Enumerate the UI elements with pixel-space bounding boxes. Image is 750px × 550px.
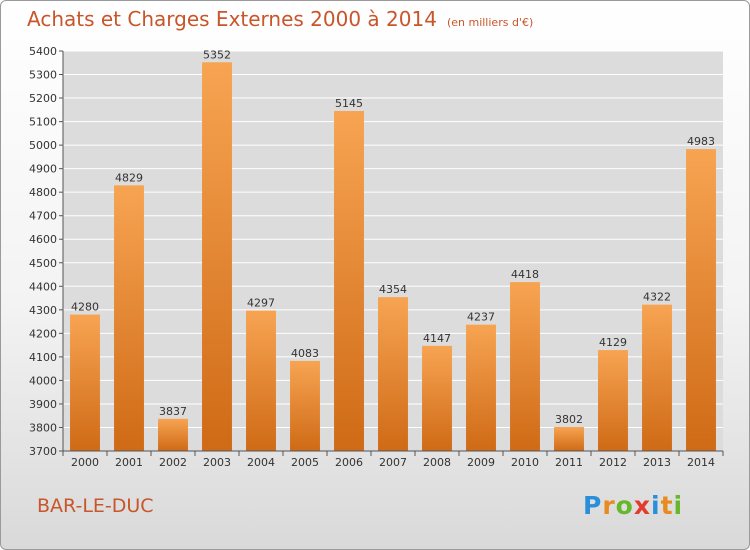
x-tick-label: 2007 xyxy=(379,456,407,469)
y-tick-label: 5000 xyxy=(29,139,57,152)
x-tick-label: 2014 xyxy=(687,456,715,469)
y-tick-label: 4600 xyxy=(29,233,57,246)
bar-2011 xyxy=(554,427,584,451)
x-tick-label: 2010 xyxy=(511,456,539,469)
data-label: 4083 xyxy=(291,347,319,360)
data-label: 4418 xyxy=(511,268,539,281)
bar-2003 xyxy=(202,62,232,451)
y-tick-label: 3800 xyxy=(29,421,57,434)
bar-2005 xyxy=(290,360,320,451)
bars: 4280 4829 3837 5352 4297 4083 5145 4354 4147 4237… xyxy=(70,48,716,451)
bar-2009 xyxy=(466,324,496,451)
town-name: BAR-LE-DUC xyxy=(37,495,154,517)
y-tick-label: 4100 xyxy=(29,351,57,364)
x-tick-label: 2012 xyxy=(599,456,627,469)
bar-2010 xyxy=(510,282,540,451)
data-label: 4280 xyxy=(71,301,99,314)
bar-2001 xyxy=(114,185,144,451)
x-tick-label: 2003 xyxy=(203,456,231,469)
bar-2012 xyxy=(598,350,628,451)
data-label: 5145 xyxy=(335,97,363,110)
x-tick-label: 2002 xyxy=(159,456,187,469)
bar-2014 xyxy=(686,149,716,451)
proxiti-logo[interactable]: Proxiti xyxy=(583,491,683,520)
data-label: 4129 xyxy=(599,336,627,349)
data-label: 4983 xyxy=(687,135,715,148)
data-label: 4237 xyxy=(467,311,495,324)
x-tick-label: 2008 xyxy=(423,456,451,469)
y-tick-label: 5300 xyxy=(29,69,57,82)
x-tick-label: 2006 xyxy=(335,456,363,469)
y-tick-label: 5200 xyxy=(29,92,57,105)
bar-2006 xyxy=(334,111,364,451)
bar-2013 xyxy=(642,304,672,451)
data-label: 4147 xyxy=(423,332,451,345)
data-label: 3837 xyxy=(159,405,187,418)
bar-2008 xyxy=(422,345,452,451)
data-label: 4297 xyxy=(247,297,275,310)
logo-letter: r xyxy=(602,491,616,520)
data-label: 4829 xyxy=(115,171,143,184)
x-tick-label: 2001 xyxy=(115,456,143,469)
y-axis: 3700 3800 3900 4000 4100 4200 4300 4400 4500 4600… xyxy=(29,45,64,458)
chart-subtitle: (en milliers d'€) xyxy=(446,16,534,29)
logo-letter: x xyxy=(633,491,651,520)
x-axis: 2000 2001 2002 2003 2004 2005 2006 2007 2008 2009… xyxy=(62,450,724,469)
y-tick-label: 4400 xyxy=(29,280,57,293)
logo-letter: i xyxy=(651,491,661,520)
y-tick-label: 5400 xyxy=(29,45,57,58)
x-tick-label: 2009 xyxy=(467,456,495,469)
data-label: 3802 xyxy=(555,413,583,426)
data-label: 4354 xyxy=(379,283,407,296)
bar-2007 xyxy=(378,297,408,451)
x-tick-label: 2005 xyxy=(291,456,319,469)
data-label: 5352 xyxy=(203,48,231,61)
x-tick-label: 2000 xyxy=(71,456,99,469)
x-tick-label: 2011 xyxy=(555,456,583,469)
y-tick-label: 4700 xyxy=(29,210,57,223)
y-tick-label: 4200 xyxy=(29,327,57,340)
logo-letter: o xyxy=(615,491,634,520)
x-tick-label: 2013 xyxy=(643,456,671,469)
data-label: 4322 xyxy=(643,291,671,304)
y-tick-label: 3900 xyxy=(29,398,57,411)
y-tick-label: 4500 xyxy=(29,257,57,270)
y-tick-label: 4300 xyxy=(29,304,57,317)
bar-2004 xyxy=(246,310,276,451)
y-tick-label: 4900 xyxy=(29,163,57,176)
chart-title: Achats et Charges Externes 2000 à 2014 (e… xyxy=(27,7,534,31)
bar-2000 xyxy=(70,314,100,451)
logo-letter: t xyxy=(660,491,674,520)
y-tick-label: 4000 xyxy=(29,374,57,387)
y-tick-label: 5100 xyxy=(29,116,57,129)
y-tick-label: 3700 xyxy=(29,445,57,458)
logo-letter: P xyxy=(583,491,603,520)
x-tick-label: 2004 xyxy=(247,456,275,469)
logo-letter: i xyxy=(673,491,684,520)
bar-2002 xyxy=(158,418,188,451)
y-tick-label: 4800 xyxy=(29,186,57,199)
